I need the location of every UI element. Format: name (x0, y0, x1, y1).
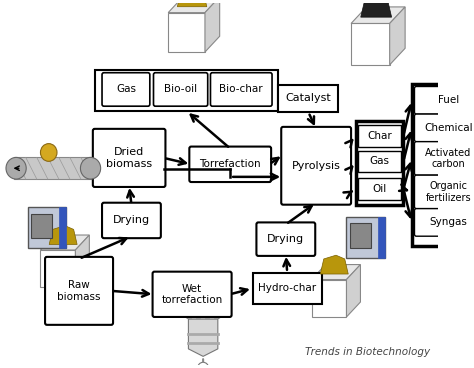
Text: Catalyst: Catalyst (285, 93, 331, 103)
FancyBboxPatch shape (210, 73, 272, 106)
FancyBboxPatch shape (414, 209, 474, 236)
FancyBboxPatch shape (14, 158, 92, 179)
FancyBboxPatch shape (414, 114, 474, 142)
Polygon shape (311, 265, 360, 280)
FancyBboxPatch shape (378, 216, 385, 258)
FancyBboxPatch shape (412, 84, 474, 246)
Text: Char: Char (367, 131, 392, 141)
FancyBboxPatch shape (253, 273, 322, 304)
FancyBboxPatch shape (153, 272, 232, 317)
Text: Torrefaction: Torrefaction (200, 159, 261, 169)
FancyBboxPatch shape (281, 127, 351, 205)
FancyBboxPatch shape (358, 151, 401, 172)
FancyBboxPatch shape (279, 85, 338, 112)
Polygon shape (40, 235, 89, 250)
FancyBboxPatch shape (189, 146, 271, 182)
FancyBboxPatch shape (95, 70, 279, 111)
Polygon shape (205, 0, 219, 52)
Text: Chemical: Chemical (424, 123, 473, 133)
FancyBboxPatch shape (59, 207, 66, 248)
FancyBboxPatch shape (256, 222, 315, 256)
FancyBboxPatch shape (45, 257, 113, 325)
Polygon shape (351, 7, 405, 24)
FancyBboxPatch shape (27, 207, 66, 248)
FancyBboxPatch shape (102, 73, 150, 106)
Polygon shape (168, 13, 205, 52)
Polygon shape (361, 0, 392, 17)
Polygon shape (189, 319, 218, 356)
Text: Drying: Drying (113, 215, 150, 226)
Polygon shape (185, 317, 221, 319)
Polygon shape (168, 0, 219, 13)
Polygon shape (40, 250, 75, 287)
Text: Wet
torrefaction: Wet torrefaction (162, 283, 223, 305)
Text: Organic
fertilizers: Organic fertilizers (426, 181, 471, 203)
Polygon shape (390, 7, 405, 65)
Polygon shape (75, 235, 89, 287)
Polygon shape (177, 0, 207, 7)
FancyBboxPatch shape (358, 178, 401, 200)
Text: Activated
carbon: Activated carbon (425, 148, 472, 169)
FancyBboxPatch shape (154, 73, 208, 106)
FancyBboxPatch shape (356, 121, 403, 205)
Circle shape (40, 144, 57, 161)
FancyBboxPatch shape (350, 223, 372, 248)
Polygon shape (49, 226, 77, 244)
FancyBboxPatch shape (414, 175, 474, 209)
Polygon shape (320, 255, 348, 274)
Polygon shape (351, 24, 390, 65)
Text: Fuel: Fuel (438, 95, 459, 105)
FancyBboxPatch shape (358, 125, 401, 146)
Text: Dried
biomass: Dried biomass (106, 147, 152, 169)
Text: Gas: Gas (370, 156, 390, 166)
Text: Pyrolysis: Pyrolysis (292, 161, 341, 171)
Circle shape (198, 362, 209, 368)
Text: Syngas: Syngas (429, 217, 467, 227)
FancyBboxPatch shape (102, 203, 161, 238)
Text: Gas: Gas (116, 84, 136, 95)
Text: Trends in Biotechnology: Trends in Biotechnology (305, 347, 430, 357)
Text: Bio-char: Bio-char (219, 84, 263, 95)
Polygon shape (311, 280, 346, 317)
Text: Hydro-char: Hydro-char (258, 283, 316, 293)
Text: Raw
biomass: Raw biomass (57, 280, 101, 302)
Circle shape (6, 158, 26, 179)
FancyBboxPatch shape (346, 216, 385, 258)
Text: Oil: Oil (373, 184, 387, 194)
FancyBboxPatch shape (31, 213, 53, 238)
FancyBboxPatch shape (414, 86, 474, 114)
FancyBboxPatch shape (93, 129, 165, 187)
Polygon shape (346, 265, 360, 317)
Circle shape (81, 158, 100, 179)
FancyBboxPatch shape (414, 142, 474, 175)
Text: Bio-oil: Bio-oil (164, 84, 197, 95)
Text: Drying: Drying (267, 234, 304, 244)
